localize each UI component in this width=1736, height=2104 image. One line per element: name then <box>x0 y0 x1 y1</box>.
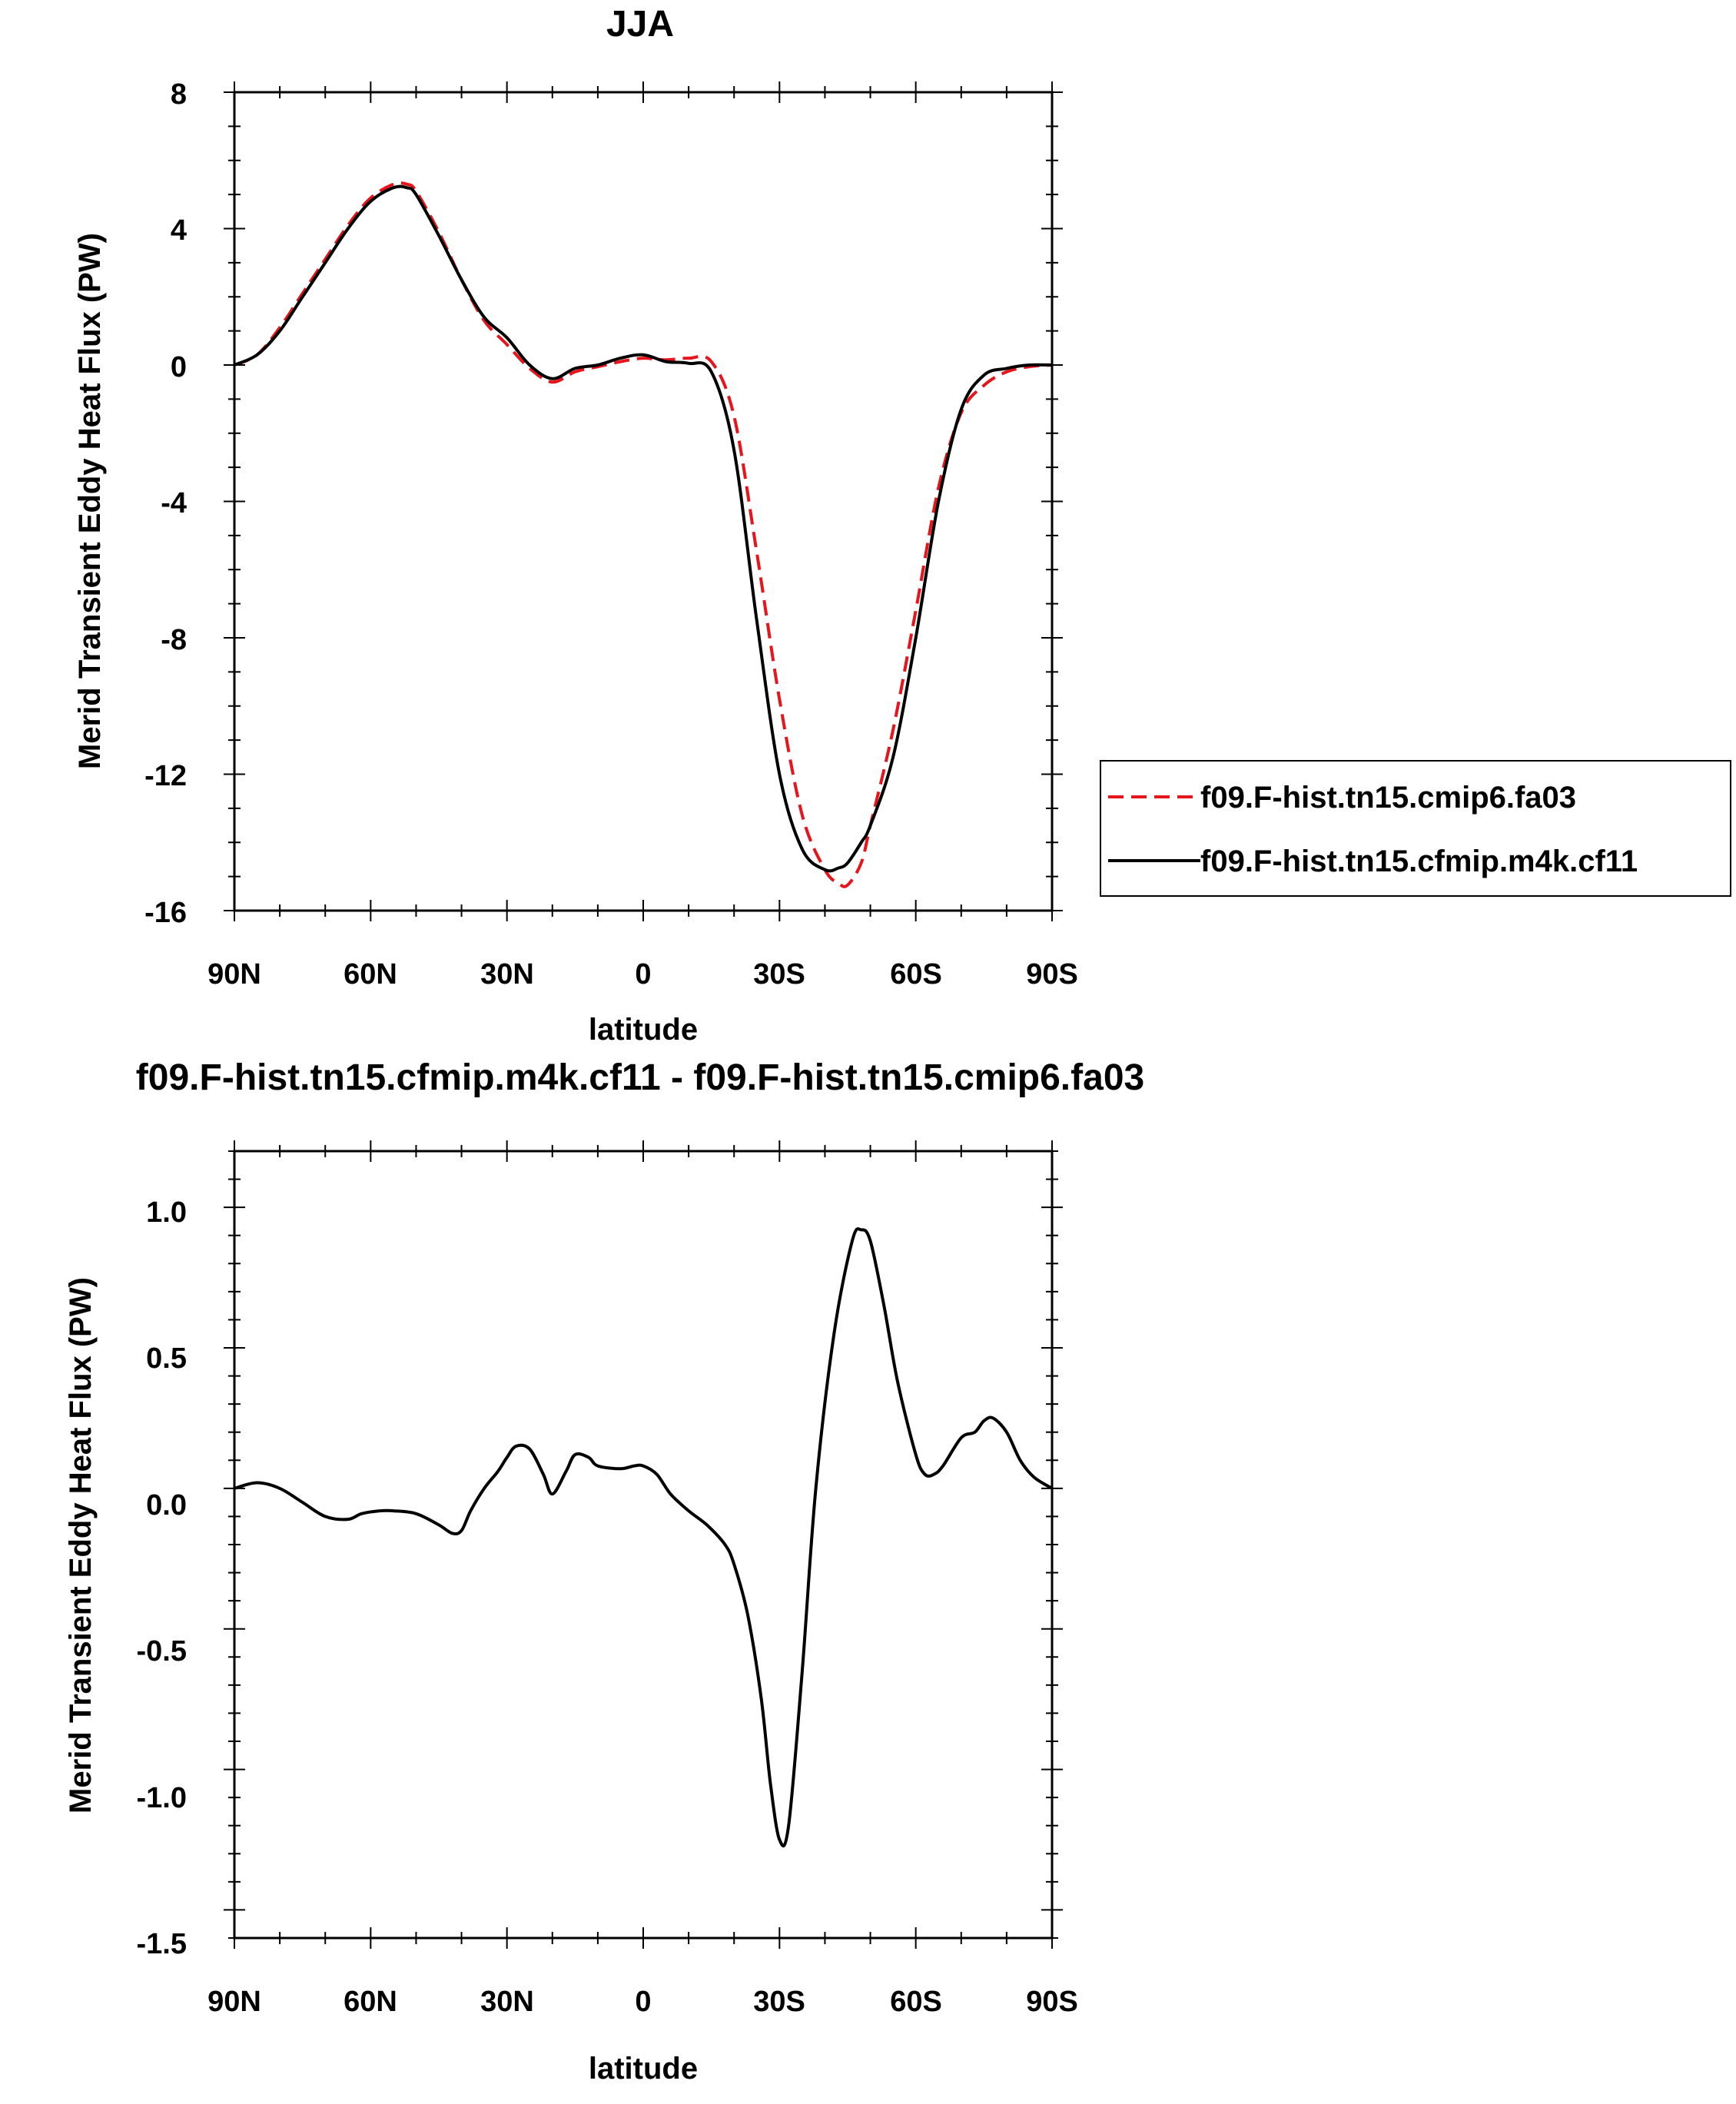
bottom-y-tick-labels: 1.0 0.5 0.0 -0.5 -1.0 -1.5 <box>137 1196 187 1960</box>
top-series-group <box>234 181 1053 888</box>
top-x-tick-label: 30N <box>480 958 534 991</box>
bottom-y-tick-label: 0.0 <box>146 1489 187 1522</box>
bottom-y-tick-label: -1.5 <box>137 1928 187 1960</box>
bottom-x-tick-label: 90N <box>207 1986 261 2018</box>
top-y-axis-label: Merid Transient Eddy Heat Flux (PW) <box>73 233 107 769</box>
top-y-tick-label: 4 <box>171 214 187 247</box>
bottom-chart: f09.F-hist.tn15.cfmip.m4k.cf11 - f09.F-h… <box>64 1057 1144 2086</box>
top-x-tick-label: 60S <box>890 958 942 991</box>
top-x-tick-label: 30S <box>753 958 805 991</box>
top-x-tick-label: 90N <box>207 958 261 991</box>
top-chart: JJA 8 4 0 -4 -8 -12 -16 90N 60N 30N 0 30… <box>73 4 1731 1047</box>
top-x-tick-labels: 90N 60N 30N 0 30S 60S 90S <box>207 958 1078 991</box>
bottom-series-group <box>234 1227 1054 1847</box>
top-x-tick-label: 60N <box>344 958 397 991</box>
legend-label-fa03: f09.F-hist.tn15.cmip6.fa03 <box>1200 781 1576 815</box>
bottom-x-tick-label: 90S <box>1026 1986 1078 2018</box>
top-chart-title: JJA <box>606 4 674 45</box>
top-y-tick-label: 0 <box>171 351 187 383</box>
top-y-tick-labels: 8 4 0 -4 -8 -12 -16 <box>144 78 187 929</box>
bottom-x-tick-label: 30N <box>480 1986 534 2018</box>
bottom-x-axis-label: latitude <box>589 2052 698 2086</box>
legend: f09.F-hist.tn15.cmip6.fa03 f09.F-hist.tn… <box>1100 760 1731 897</box>
top-x-tick-label: 90S <box>1026 958 1078 991</box>
series-line-fa03 <box>234 181 1053 888</box>
top-plot-frame <box>233 91 1054 912</box>
top-y-tick-label: 8 <box>171 78 187 111</box>
series-line-difference <box>234 1227 1054 1847</box>
bottom-y-tick-label: -1.0 <box>137 1782 187 1814</box>
top-y-tick-label: -12 <box>144 760 187 792</box>
top-y-tick-label: -16 <box>144 897 187 929</box>
top-x-tick-label: 0 <box>635 958 651 991</box>
bottom-plot-frame <box>233 1150 1054 1940</box>
bottom-x-tick-label: 30S <box>753 1986 805 2018</box>
bottom-tick-marks <box>224 1140 1063 1949</box>
bottom-chart-title: f09.F-hist.tn15.cfmip.m4k.cf11 - f09.F-h… <box>136 1057 1144 1098</box>
bottom-y-tick-label: -0.5 <box>137 1635 187 1668</box>
bottom-y-tick-label: 0.5 <box>146 1342 187 1375</box>
top-x-axis-label: latitude <box>589 1013 698 1047</box>
top-y-tick-label: -4 <box>161 487 187 519</box>
bottom-x-tick-label: 60N <box>344 1986 397 2018</box>
bottom-y-tick-label: 1.0 <box>146 1196 187 1229</box>
bottom-x-tick-label: 60S <box>890 1986 942 2018</box>
top-y-tick-label: -8 <box>161 624 187 656</box>
bottom-y-axis-label: Merid Transient Eddy Heat Flux (PW) <box>64 1277 98 1814</box>
bottom-x-tick-labels: 90N 60N 30N 0 30S 60S 90S <box>207 1986 1078 2018</box>
bottom-x-tick-label: 0 <box>635 1986 651 2018</box>
legend-label-m4k-cf11: f09.F-hist.tn15.cfmip.m4k.cf11 <box>1200 845 1638 878</box>
legend-box <box>1100 760 1731 897</box>
series-line-m4k-cf11 <box>234 184 1053 873</box>
